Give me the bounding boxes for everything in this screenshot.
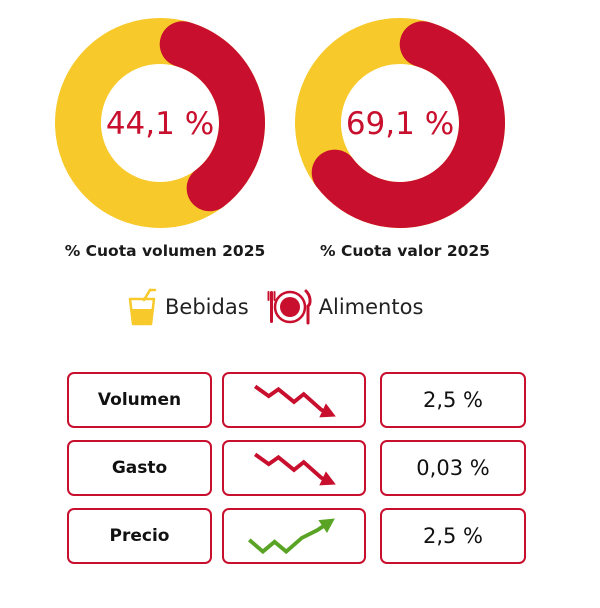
row-label: Precio [109, 526, 170, 546]
value-cell-volumen: 2,5 % [380, 372, 526, 428]
donut-title-volumen: % Cuota volumen 2025 [64, 242, 266, 260]
trend-down-arrow-icon [253, 384, 336, 418]
row-label: Volumen [97, 390, 182, 410]
trend-cell-volumen [222, 372, 366, 428]
label-cell-gasto: Gasto [67, 440, 212, 496]
trend-line [253, 452, 329, 483]
donut-chart-valor: 69,1 % [295, 17, 505, 228]
donut-slice-alimentos [55, 17, 265, 228]
label-cell-precio: Precio [67, 508, 212, 564]
row-value: 0,03 % [416, 456, 490, 480]
donut-center-value: 69,1 % [345, 106, 455, 142]
legend-label-bebidas: Bebidas [165, 295, 249, 319]
label-cell-volumen: Volumen [67, 372, 212, 428]
trend-line [253, 384, 329, 415]
trend-cell-precio [222, 508, 366, 564]
legend-item-bebidas: Bebidas [125, 288, 249, 326]
trend-arrowhead [319, 471, 336, 486]
plate-cutlery-icon [267, 289, 312, 325]
donut-volumen-svg [55, 17, 265, 228]
trend-cell-gasto [222, 440, 366, 496]
trend-down-arrow-icon [253, 452, 336, 486]
donut-chart-volumen: 44,1 % [55, 17, 265, 228]
row-value: 2,5 % [422, 524, 484, 548]
row-label: Gasto [111, 458, 168, 478]
value-cell-precio: 2,5 % [380, 508, 526, 564]
drink-glass-icon [128, 288, 157, 326]
trend-line [248, 521, 329, 555]
row-value: 2,5 % [422, 388, 484, 412]
trend-up-arrow-icon [248, 518, 335, 555]
value-cell-gasto: 0,03 % [380, 440, 526, 496]
legend-label-alimentos: Alimentos [318, 295, 424, 319]
donut-valor-svg [295, 17, 505, 228]
donut-center-value: 44,1 % [105, 106, 215, 142]
trend-arrowhead [318, 518, 335, 534]
trend-arrowhead [319, 403, 336, 418]
legend: Bebidas Alimentos [125, 285, 423, 329]
donut-slice-alimentos [295, 17, 505, 228]
donut-title-valor: % Cuota valor 2025 [320, 242, 490, 260]
legend-item-alimentos: Alimentos [267, 288, 424, 326]
